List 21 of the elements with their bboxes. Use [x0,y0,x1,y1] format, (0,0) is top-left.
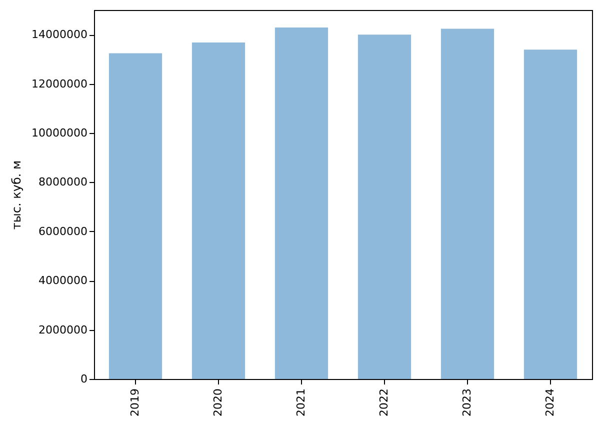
y-tick-label: 6000000 [38,224,88,238]
y-tick-label: 4000000 [38,274,88,288]
x-tick-label: 2019 [128,388,142,416]
x-tick-label: 2022 [378,388,390,416]
y-tick-label: 0 [80,372,88,386]
y-tick-label: 14000000 [32,28,88,42]
bar [440,28,494,379]
x-tick-label: 2024 [544,388,556,416]
bar [524,50,578,379]
y-tick-label: 12000000 [32,77,88,90]
x-tick-label: 2021 [294,388,308,416]
bar [108,53,162,379]
y-tick-label: 2000000 [38,323,88,336]
x-tick-label: 2023 [460,388,474,416]
y-tick-label: 10000000 [32,126,88,140]
bar [274,27,328,379]
bar [358,34,412,379]
y-tick-label: 8000000 [38,176,88,189]
bar [192,42,246,379]
y-axis-title: тыс. куб. м [10,160,24,230]
x-tick-label: 2020 [212,388,224,416]
